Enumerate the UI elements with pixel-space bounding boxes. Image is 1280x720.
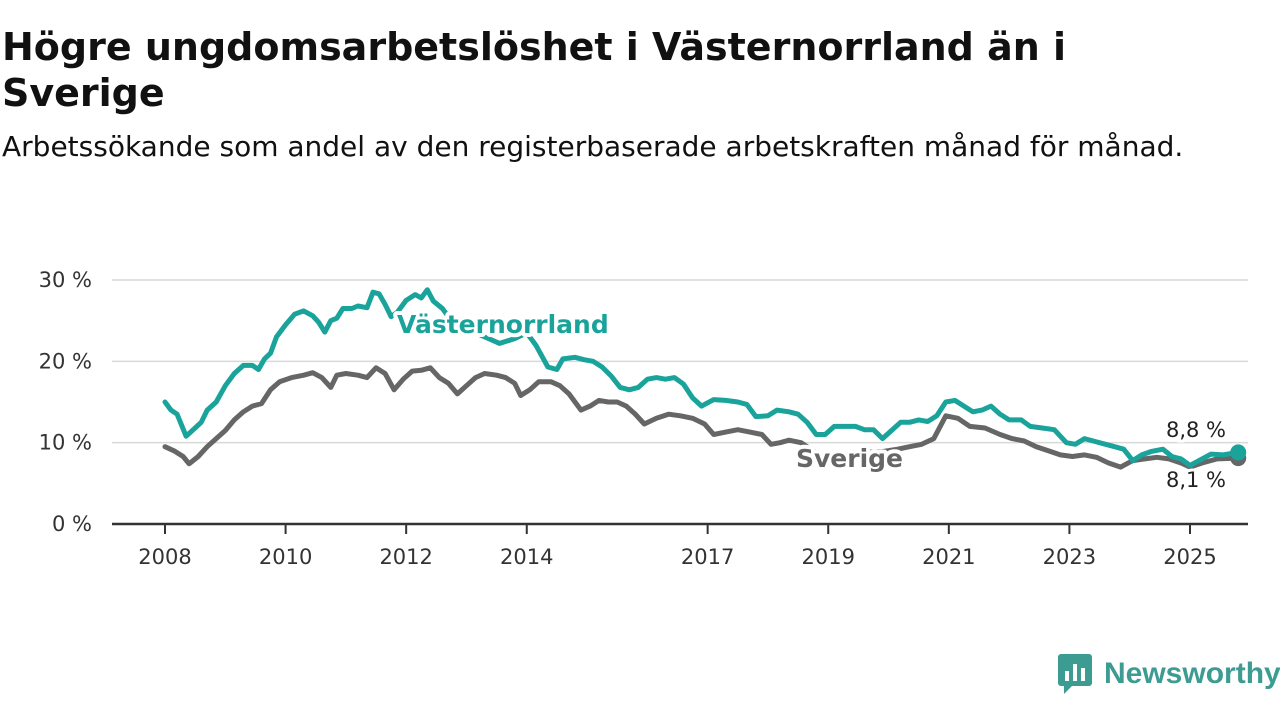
series-end-point-västernorrland (1230, 444, 1247, 461)
labels: Västernorrland Sverige 8,8 % 8,1 % (393, 306, 1229, 495)
series-label-västernorrland: Västernorrland (397, 310, 609, 339)
x-tick-label: 2025 (1163, 545, 1216, 569)
newsworthy-logo: Newsworthy (1058, 654, 1280, 694)
series-line-sverige (162, 365, 1241, 470)
x-tick-label: 2010 (259, 545, 312, 569)
series-line-västernorrland (162, 287, 1241, 468)
x-tick-label: 2014 (500, 545, 553, 569)
grid-lines (112, 279, 1248, 444)
newsworthy-logo-icon (1058, 654, 1092, 694)
axes: 0 % 10 % 20 % 30 % 2008 2010 2012 2014 2017 2019 2… (39, 268, 1248, 569)
series-lines (162, 287, 1247, 470)
x-tick-label: 2023 (1043, 545, 1096, 569)
end-value-label-västernorrland: 8,8 % (1166, 418, 1226, 442)
x-tick-label: 2019 (802, 545, 855, 569)
x-tick-label: 2017 (681, 545, 734, 569)
x-tick-label: 2012 (379, 545, 432, 569)
y-tick-label: 30 % (39, 268, 92, 292)
y-tick-label: 20 % (39, 349, 92, 373)
chart-title: Högre ungdomsarbetslöshet i Västernorrla… (2, 25, 1067, 115)
chart-subtitle: Arbetssökande som andel av den registerb… (2, 130, 1184, 163)
y-tick-label: 10 % (39, 431, 92, 455)
series-label-sverige: Sverige (796, 444, 903, 473)
x-tick-label: 2021 (922, 545, 975, 569)
newsworthy-logo-text: Newsworthy (1104, 657, 1280, 690)
x-tick-label: 2008 (138, 545, 191, 569)
y-tick-label: 0 % (52, 512, 92, 536)
end-value-label-sverige: 8,1 % (1166, 468, 1226, 492)
